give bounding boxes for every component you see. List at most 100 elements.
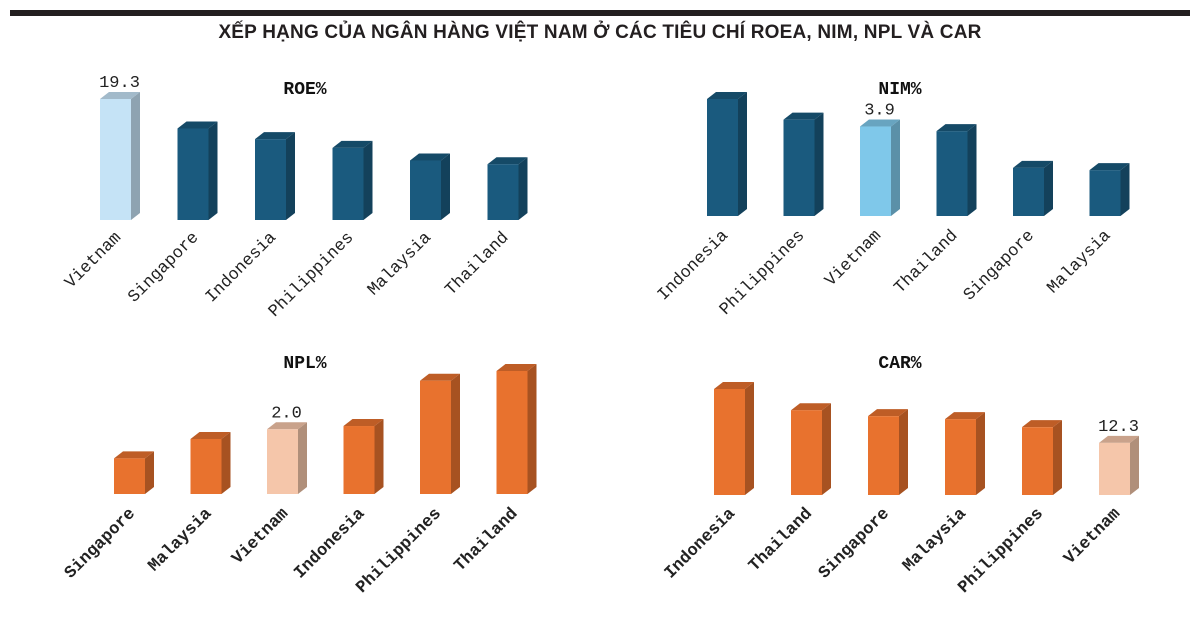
bar-side [363,140,373,220]
bar-front [868,416,899,495]
bar-indonesia [343,419,384,494]
value-label: 3.9 [864,102,895,121]
bar-front [496,371,528,494]
bar-top [1099,435,1139,443]
category-label: Vietnam [1061,505,1125,569]
bar-front [1099,442,1130,495]
bar-side [967,124,977,216]
bar-side [814,112,824,216]
bar-front [1022,427,1053,495]
bar-top [945,412,985,420]
bar-top [714,382,754,389]
bar-side [976,412,985,495]
bar-singapore [114,451,154,494]
value-label: 12.3 [1098,418,1139,437]
bar-top [868,409,908,417]
category-label: Vietnam [822,227,886,291]
bar-side [451,373,460,494]
bar-top [707,92,747,99]
bar-side [145,451,154,494]
bar-side [899,409,908,495]
category-label: Malaysia [1044,227,1115,298]
bar-top [420,373,460,381]
bar-vietnam [1099,435,1139,495]
bar-malaysia [190,431,231,494]
category-label: Singapore [61,505,139,583]
bar-front [714,389,745,495]
bar-side [822,403,831,495]
bar-side [738,92,747,216]
bar-top [114,451,154,459]
bar-side [745,382,754,495]
bar-front [860,126,891,216]
value-label: 2.0 [271,404,302,423]
bar-indonesia [714,382,754,495]
bar-top [190,431,231,439]
bar-side [1044,160,1053,216]
bar-front [487,164,519,220]
category-label: Malaysia [900,505,971,576]
bar-top [177,121,218,129]
chart-panel-npl: NPL% Singapore Malaysia 2.0 VietnamIndonesia… [61,354,537,598]
bar-front [410,160,441,220]
bar-top [100,92,140,99]
bar-side [298,422,307,494]
category-label: Indonesia [661,505,739,583]
bar-indonesia [707,92,747,216]
bar-top [255,132,295,140]
bar-thailand [791,403,831,495]
bar-front [343,426,375,494]
category-label: Malaysia [365,229,436,300]
bar-top [332,140,373,148]
bar-front [190,438,222,494]
page-title: XẾP HẠNG CỦA NGÂN HÀNG VIỆT NAM Ở CÁC TI… [218,22,982,43]
bar-thailand [496,364,537,494]
bar-front [255,139,286,220]
bar-front [945,419,976,495]
bar-singapore [1013,160,1053,216]
category-label: Vietnam [229,505,293,569]
panel-title: ROE% [283,80,326,100]
bar-top [791,403,831,411]
bar-front [332,147,364,220]
category-label: Malaysia [145,505,216,576]
bar-front [100,99,131,220]
bar-top [267,422,307,430]
bar-side [1120,163,1130,216]
bar-side [1130,435,1139,495]
bar-malaysia [1089,163,1130,216]
bar-vietnam [100,92,140,220]
category-label: Thailand [442,229,513,300]
bar-side [518,157,528,220]
category-label: Thailand [451,505,522,576]
bar-side [131,92,140,220]
category-label: Thailand [746,505,817,576]
panel-title: CAR% [878,354,921,374]
bar-philippines [1022,420,1062,495]
bar-top [783,112,824,120]
category-label: Singapore [960,227,1038,305]
category-label: Vietnam [62,229,126,293]
bar-vietnam [267,422,307,494]
bar-side [374,419,384,494]
bar-side [208,121,218,220]
bar-front [177,128,209,220]
bar-side [441,153,450,220]
bar-singapore [177,121,218,220]
bar-philippines [783,112,824,216]
bar-side [891,119,900,216]
bar-front [936,131,968,216]
bar-top [860,119,900,127]
bar-front [114,458,145,494]
bar-side [286,132,295,220]
bar-thailand [487,157,528,220]
category-label: Thailand [891,227,962,298]
bar-indonesia [255,132,295,220]
bar-singapore [868,409,908,495]
panel-title: NPL% [283,354,326,374]
bar-front [420,380,451,494]
category-label: Indonesia [291,505,369,583]
category-label: Indonesia [202,229,280,307]
bar-top [410,153,450,161]
